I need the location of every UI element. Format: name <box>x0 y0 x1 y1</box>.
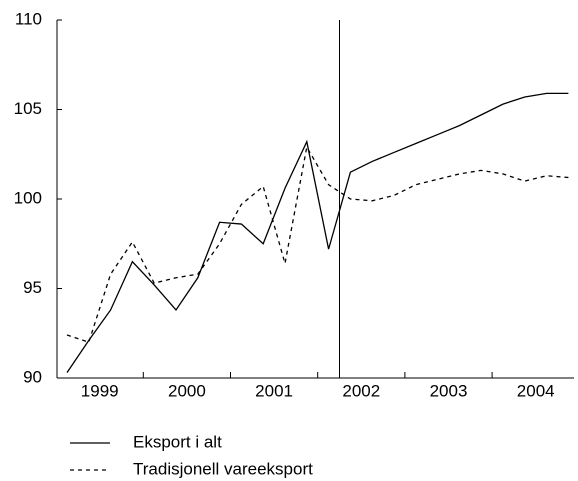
series-line <box>66 92 569 373</box>
y-tick-label: 95 <box>23 278 42 297</box>
x-tick-label: 2004 <box>517 381 555 400</box>
y-tick-label: 105 <box>14 99 42 118</box>
x-tick-label: 2002 <box>342 381 380 400</box>
legend-label: Eksport i alt <box>133 432 222 451</box>
x-tick-label: 1999 <box>81 381 119 400</box>
y-tick-label: 90 <box>23 367 42 386</box>
x-tick-label: 2003 <box>430 381 468 400</box>
x-tick-label: 2000 <box>168 381 206 400</box>
y-tick-label: 100 <box>14 188 42 207</box>
x-tick-label: 2001 <box>255 381 293 400</box>
y-tick-label: 110 <box>15 9 42 28</box>
legend-label: Tradisjonell vareeksport <box>133 459 313 478</box>
series-line <box>66 145 569 344</box>
